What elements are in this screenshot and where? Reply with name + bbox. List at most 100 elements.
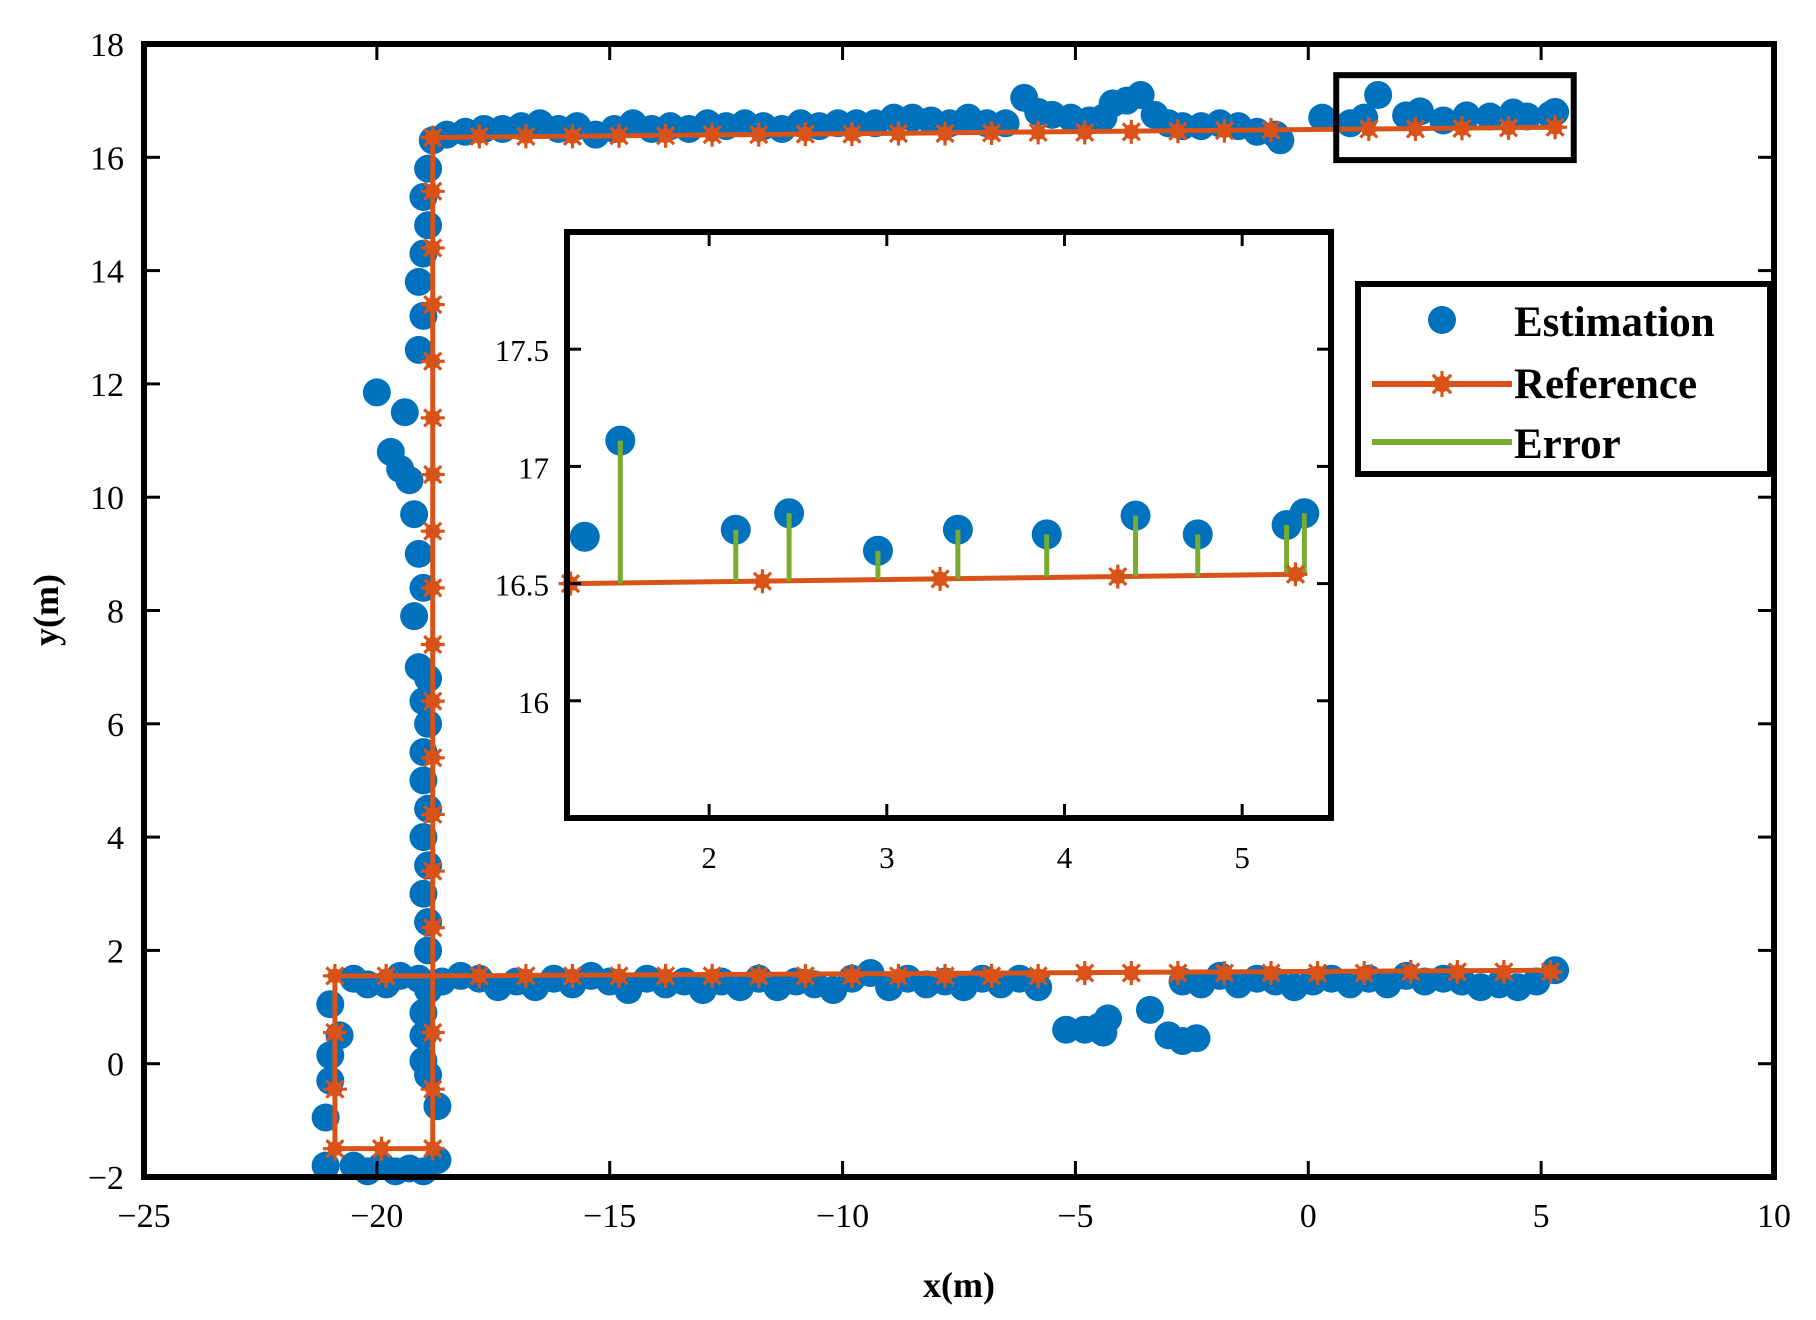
- y-tick-label: 16: [518, 685, 549, 720]
- reference-marker: [1538, 959, 1563, 984]
- estimation-point: [404, 964, 433, 993]
- estimation-point: [400, 500, 429, 529]
- y-tick-label: 6: [107, 707, 124, 744]
- reference-marker: [420, 802, 445, 827]
- inset-estimation-point: [569, 521, 600, 552]
- legend-estimation-label: Estimation: [1514, 299, 1715, 346]
- reference-marker: [513, 963, 538, 988]
- reference-marker: [1496, 115, 1521, 140]
- main-y-ticks: −2 0 2 4 6 8 10 12 14 16 18: [88, 27, 1774, 1197]
- y-tick-label: 2: [107, 933, 124, 970]
- y-tick-label: 0: [107, 1047, 124, 1084]
- reference-marker: [420, 1136, 445, 1161]
- estimation-point: [404, 653, 433, 682]
- y-tick-label: 16: [90, 140, 124, 177]
- reference-marker: [560, 963, 585, 988]
- reference-marker: [793, 963, 818, 988]
- reference-marker: [1026, 963, 1051, 988]
- reference-marker: [322, 1020, 347, 1045]
- x-tick-label: −20: [350, 1198, 403, 1235]
- x-tick-label: −25: [117, 1198, 170, 1235]
- x-tick-label: −5: [1057, 1198, 1093, 1235]
- y-tick-label: 17: [518, 450, 549, 485]
- x-tick-label: −15: [583, 1198, 636, 1235]
- y-tick-label: 10: [90, 480, 124, 517]
- reference-marker: [653, 123, 678, 148]
- estimation-point: [311, 1151, 340, 1180]
- x-tick-label: 10: [1757, 1198, 1791, 1235]
- reference-marker: [467, 963, 492, 988]
- y-tick-label: 4: [107, 820, 124, 857]
- reference-marker: [420, 349, 445, 374]
- reference-marker: [420, 405, 445, 430]
- inset-reference-marker: [1283, 562, 1308, 587]
- legend-reference-label: Reference: [1514, 361, 1697, 408]
- estimation-point: [404, 267, 433, 296]
- estimation-point: [414, 154, 443, 183]
- reference-marker: [933, 963, 958, 988]
- estimation-point: [316, 990, 345, 1019]
- reference-marker: [1398, 959, 1423, 984]
- reference-marker: [322, 1136, 347, 1161]
- estimation-point: [400, 602, 429, 631]
- y-tick-label: −2: [88, 1160, 124, 1197]
- y-tick-label: 14: [90, 254, 124, 291]
- estimation-point: [1513, 102, 1542, 131]
- reference-marker: [1119, 119, 1144, 144]
- legend-reference-asterisk: [1429, 371, 1455, 397]
- x-tick-label: 5: [1533, 1198, 1550, 1235]
- reference-marker: [839, 122, 864, 147]
- x-tick-label: 2: [701, 840, 717, 875]
- estimation-point: [376, 437, 405, 466]
- inset-plot-frame: [564, 229, 1334, 821]
- reference-marker: [1072, 961, 1097, 986]
- reference-marker: [700, 963, 725, 988]
- reference-marker: [420, 292, 445, 317]
- reference-marker: [886, 121, 911, 146]
- inset-reference-marker: [1105, 564, 1130, 589]
- reference-marker: [1259, 961, 1284, 986]
- reference-marker: [467, 124, 492, 149]
- y-tick-label: 16.5: [495, 568, 549, 603]
- x-tick-label: 5: [1234, 840, 1250, 875]
- reference-marker: [560, 124, 585, 149]
- estimation-point: [1089, 1018, 1118, 1047]
- x-tick-label: 3: [879, 840, 895, 875]
- estimation-point: [1135, 995, 1164, 1024]
- reference-marker: [1449, 116, 1474, 141]
- x-axis-label: x(m): [923, 1265, 995, 1305]
- reference-marker: [513, 124, 538, 149]
- reference-marker: [746, 963, 771, 988]
- reference-marker: [793, 122, 818, 147]
- reference-marker: [746, 122, 771, 147]
- y-tick-label: 12: [90, 367, 124, 404]
- reference-marker: [1119, 961, 1144, 986]
- inset-reference-marker: [928, 566, 953, 591]
- reference-marker: [1491, 959, 1516, 984]
- estimation-point: [404, 539, 433, 568]
- estimation-point: [1182, 1024, 1211, 1053]
- reference-marker: [979, 120, 1004, 145]
- reference-marker: [420, 859, 445, 884]
- reference-marker: [420, 632, 445, 657]
- inset-reference-marker: [750, 569, 775, 594]
- reference-marker: [653, 963, 678, 988]
- y-axis-label: y(m): [26, 574, 66, 646]
- legend: Estimation Reference Error: [1355, 281, 1773, 477]
- reference-marker: [420, 745, 445, 770]
- inset-plot: 2 3 4 5 16 16.5 17 17.5: [495, 229, 1334, 875]
- reference-marker: [420, 125, 445, 150]
- reference-marker: [933, 121, 958, 146]
- estimation-point: [404, 335, 433, 364]
- reference-marker: [322, 963, 347, 988]
- y-tick-label: 18: [90, 27, 124, 64]
- reference-marker: [839, 963, 864, 988]
- legend-error-label: Error: [1514, 421, 1621, 468]
- reference-marker: [1072, 120, 1097, 145]
- estimation-point: [414, 936, 443, 965]
- inset-y-ticks: 16 16.5 17 17.5: [495, 333, 1331, 720]
- estimation-point: [1126, 80, 1155, 109]
- reference-marker: [420, 235, 445, 260]
